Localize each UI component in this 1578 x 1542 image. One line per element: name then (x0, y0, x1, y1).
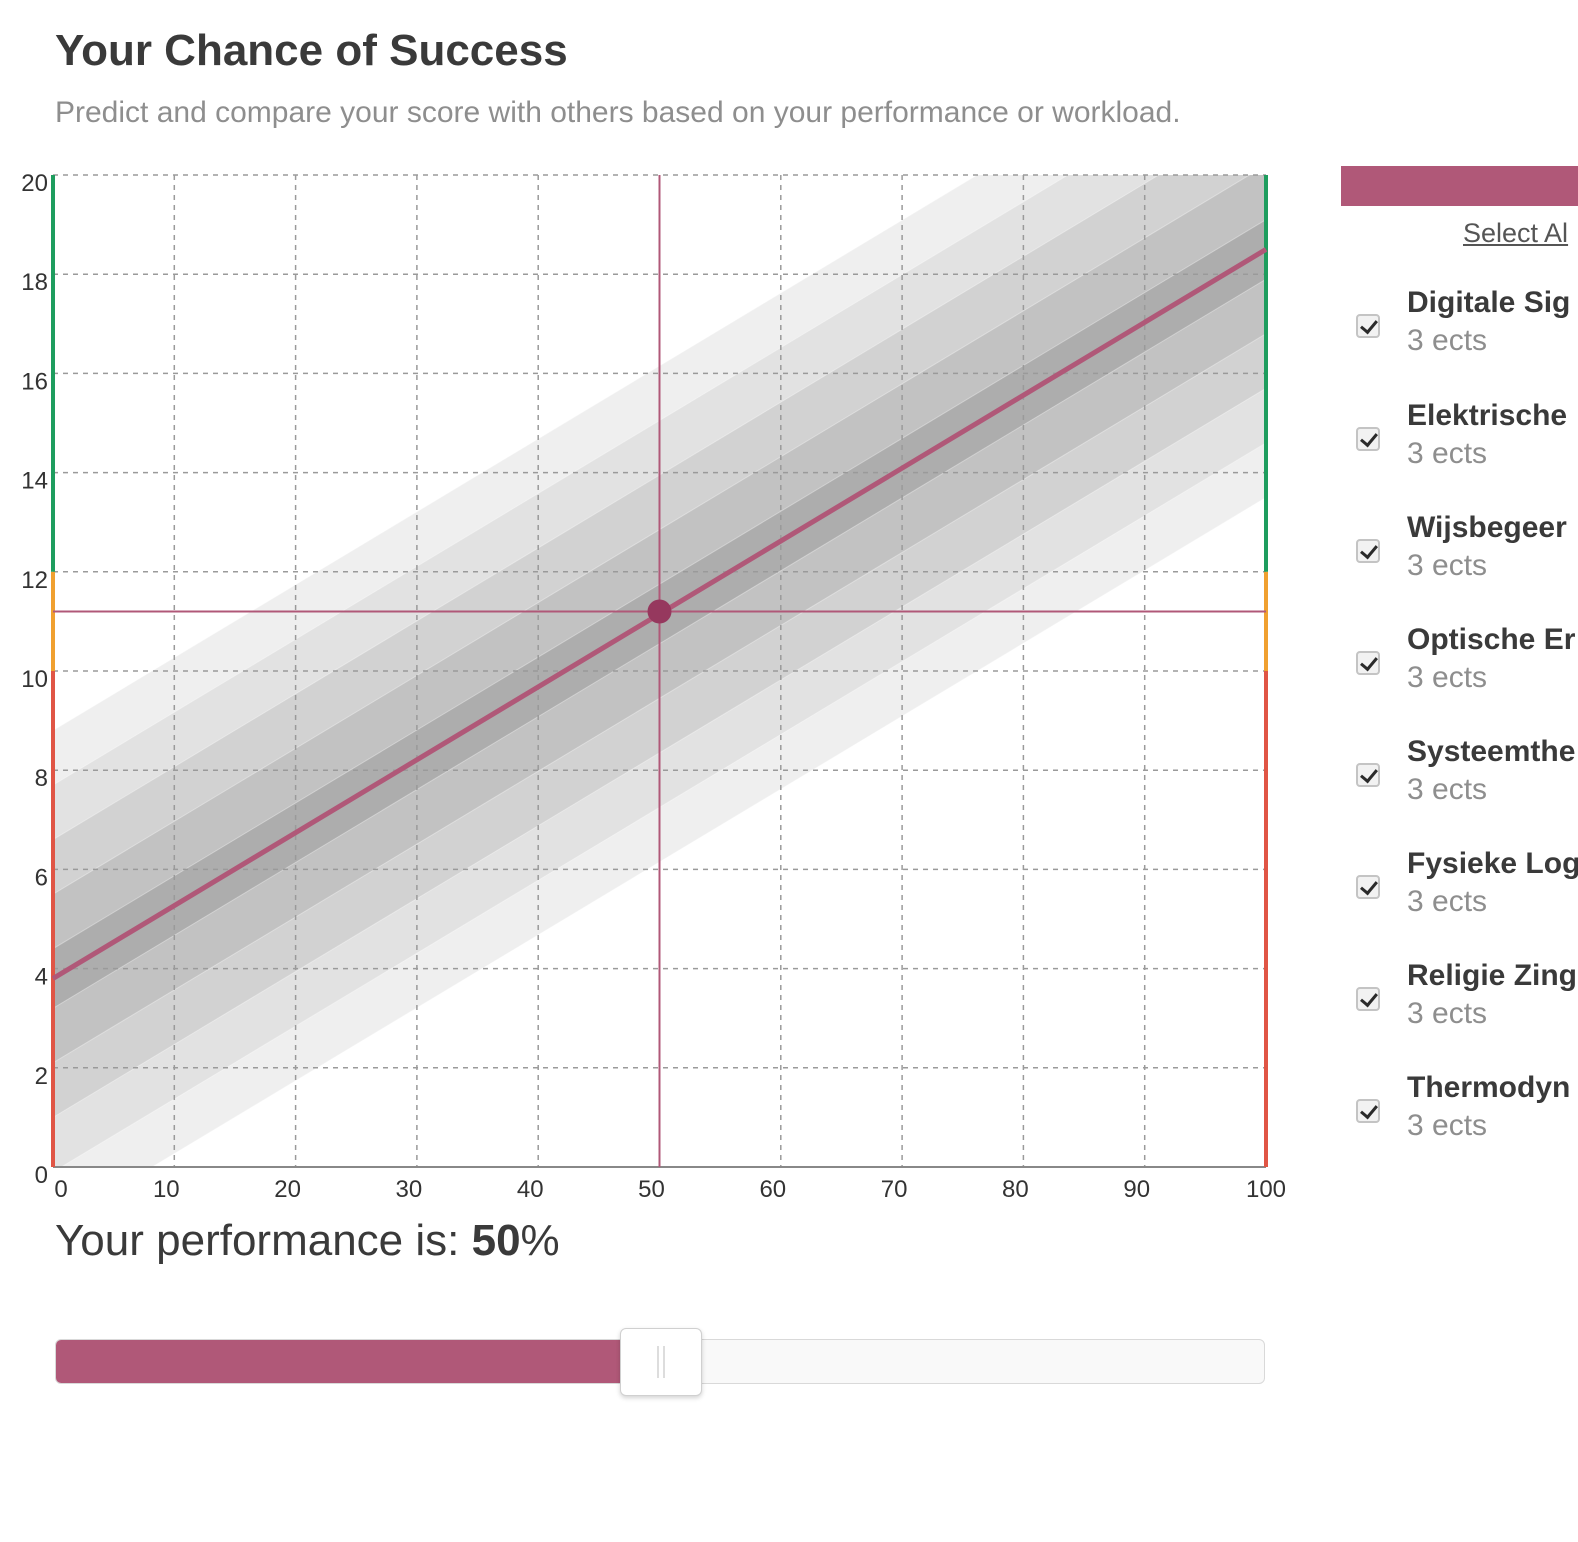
x-axis-ticks: 0 10 20 30 40 50 60 70 80 90 100 (54, 1176, 1286, 1203)
x-tick-label: 30 (396, 1176, 423, 1203)
course-name: Elektrische (1407, 399, 1568, 432)
sidebar-header-bar (1341, 166, 1578, 206)
y-tick-label: 16 (21, 368, 48, 395)
y-tick-label: 0 (35, 1162, 48, 1189)
x-tick-label: 50 (638, 1176, 665, 1203)
course-ects: 3 ects (1407, 324, 1488, 357)
course-checkbox[interactable] (1356, 987, 1380, 1011)
course-ects: 3 ects (1407, 997, 1488, 1030)
select-all-link[interactable]: Select Al (1463, 218, 1569, 248)
course-item[interactable]: Thermodyn 3 ects (1341, 1071, 1578, 1151)
slider-handle[interactable] (620, 1328, 702, 1396)
y-tick-label: 18 (21, 269, 48, 296)
x-tick-label: 80 (1002, 1176, 1029, 1203)
page-title: Your Chance of Success (55, 26, 568, 75)
course-item[interactable]: Fysieke Log 3 ects (1341, 847, 1578, 927)
performance-value: 50 (471, 1216, 521, 1265)
course-name: Thermodyn (1407, 1071, 1571, 1104)
y-tick-label: 12 (21, 567, 48, 594)
course-item[interactable]: Systeemthe 3 ects (1341, 735, 1578, 815)
prediction-layer (51, 175, 1268, 1167)
course-name: Religie Zing (1407, 959, 1578, 992)
course-checkbox[interactable] (1356, 539, 1380, 563)
x-tick-label: 60 (759, 1176, 786, 1203)
slider-fill (56, 1340, 623, 1383)
x-tick-label: 90 (1123, 1176, 1150, 1203)
course-checkbox[interactable] (1356, 763, 1380, 787)
course-item[interactable]: Religie Zing 3 ects (1341, 959, 1578, 1039)
y-tick-label: 8 (35, 765, 48, 792)
performance-prefix: Your performance is: (55, 1216, 472, 1265)
course-sidebar: Select Al Digitale Sig 3 ects Elektrische 3… (1341, 166, 1578, 1176)
y-axis-ticks: 0 2 4 6 8 10 12 14 16 18 20 (21, 170, 48, 1189)
x-tick-label: 20 (274, 1176, 301, 1203)
y-tick-label: 20 (21, 170, 48, 197)
y-tick-label: 2 (35, 1063, 48, 1090)
course-item[interactable]: Elektrische 3 ects (1341, 399, 1578, 479)
y-tick-label: 4 (35, 964, 48, 991)
course-ects: 3 ects (1407, 885, 1488, 918)
performance-suffix: % (520, 1216, 560, 1265)
x-tick-label: 10 (153, 1176, 180, 1203)
course-ects: 3 ects (1407, 1109, 1488, 1142)
course-checkbox[interactable] (1356, 651, 1380, 675)
course-checkbox[interactable] (1356, 1099, 1380, 1123)
course-name: Fysieke Log (1407, 847, 1578, 880)
x-tick-label: 40 (517, 1176, 544, 1203)
success-chart: 0 10 20 30 40 50 60 70 80 90 100 0 2 4 6 8 10 12 14 16 18 20 (21, 170, 1286, 1203)
course-name: Systeemthe (1407, 735, 1576, 768)
y-tick-label: 6 (35, 864, 48, 891)
course-name: Wijsbegeer (1407, 511, 1567, 544)
course-name: Optische Er (1407, 623, 1576, 656)
course-name: Digitale Sig (1407, 286, 1571, 319)
course-ects: 3 ects (1407, 773, 1488, 806)
course-ects: 3 ects (1407, 661, 1488, 694)
course-checkbox[interactable] (1356, 427, 1380, 451)
y-tick-label: 10 (21, 666, 48, 693)
y-tick-label: 14 (21, 468, 48, 495)
performance-readout: Your performance is: 50% (55, 1216, 560, 1266)
x-tick-label: 70 (881, 1176, 908, 1203)
course-item[interactable]: Digitale Sig 3 ects (1341, 286, 1578, 366)
course-item[interactable]: Wijsbegeer 3 ects (1341, 511, 1578, 591)
course-checkbox[interactable] (1356, 314, 1380, 338)
course-ects: 3 ects (1407, 437, 1488, 470)
course-checkbox[interactable] (1356, 875, 1380, 899)
performance-slider[interactable] (55, 1328, 1265, 1396)
course-item[interactable]: Optische Er 3 ects (1341, 623, 1578, 703)
course-ects: 3 ects (1407, 549, 1488, 582)
page-subtitle: Predict and compare your score with othe… (55, 96, 1181, 129)
x-tick-label: 0 (54, 1176, 67, 1203)
x-tick-label: 100 (1246, 1176, 1286, 1203)
prediction-marker (647, 599, 672, 624)
